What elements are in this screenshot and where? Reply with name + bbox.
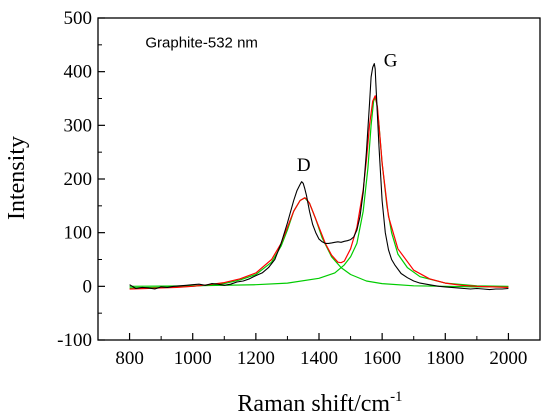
- y-tick-label: 0: [83, 276, 93, 297]
- x-tick-label: 2000: [489, 348, 527, 369]
- x-axis-ticks: 800 1000 1200 1400 1600 1800 2000: [115, 333, 527, 369]
- x-axis-title-superscript: -1: [390, 389, 403, 405]
- sample-label: Graphite-532 nm: [145, 35, 258, 52]
- y-tick-label: 300: [64, 115, 93, 136]
- y-axis-title: Intensity: [4, 136, 30, 220]
- series-fit-component-G: [129, 96, 509, 287]
- y-axis-ticks: -100 0 100 200 300 400 500: [57, 8, 105, 351]
- series-fit-component-D: [129, 197, 509, 289]
- y-tick-label: 400: [64, 62, 93, 83]
- x-tick-label: 1600: [363, 348, 401, 369]
- x-axis-title: Raman shift/cm-1: [237, 389, 402, 417]
- x-tick-label: 1000: [174, 348, 212, 369]
- y-tick-label: 500: [64, 8, 93, 29]
- peak-label-d: D: [297, 155, 311, 176]
- x-tick-label: 800: [115, 348, 144, 369]
- series-fit-total: [129, 95, 509, 290]
- y-tick-label: -100: [57, 330, 92, 351]
- y-tick-label: 100: [64, 223, 93, 244]
- series-layer: [129, 63, 509, 291]
- plot-frame: [97, 17, 541, 341]
- y-tick-label: 200: [64, 169, 93, 190]
- x-tick-label: 1200: [237, 348, 275, 369]
- series-measured: [129, 63, 509, 291]
- x-axis-title-text: Raman shift/cm: [237, 391, 390, 417]
- peak-label-g: G: [384, 50, 398, 71]
- chart-marks: 800 1000 1200 1400 1600 1800 2000 -100 0 100 200 3…: [57, 8, 541, 369]
- x-tick-label: 1800: [426, 348, 464, 369]
- x-tick-label: 1400: [300, 348, 338, 369]
